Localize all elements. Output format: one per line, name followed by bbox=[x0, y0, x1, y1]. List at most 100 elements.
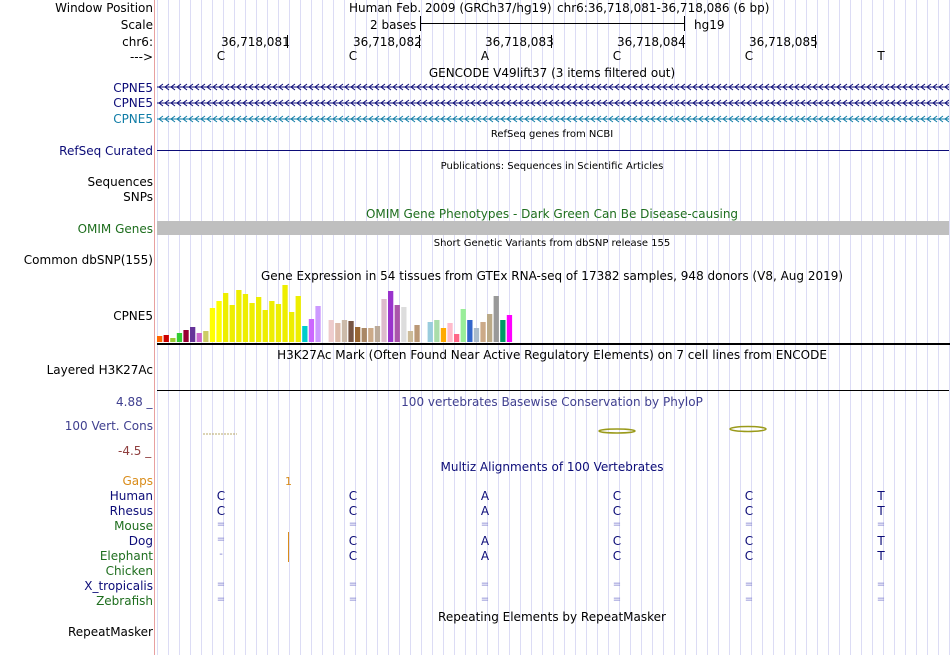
strand-chevron bbox=[716, 99, 722, 107]
h3k27ac-header[interactable]: H3K27Ac Mark (Often Found Near Active Re… bbox=[277, 348, 827, 362]
multiz-species-label[interactable]: Mouse bbox=[114, 519, 153, 533]
gtex-tissue-bar[interactable] bbox=[374, 326, 381, 342]
gtex-tissue-bar[interactable] bbox=[480, 322, 486, 342]
repeatmasker-header[interactable]: Repeating Elements by RepeatMasker bbox=[438, 610, 666, 624]
gtex-tissue-bar[interactable] bbox=[308, 319, 315, 342]
gtex-tissue-bar[interactable] bbox=[216, 301, 222, 342]
gtex-tissue-bar[interactable] bbox=[368, 328, 374, 342]
gtex-tissue-bar[interactable] bbox=[157, 336, 163, 342]
gtex-tissue-bar[interactable] bbox=[176, 333, 183, 342]
gtex-tissue-bar[interactable] bbox=[315, 306, 321, 342]
strand-chevron bbox=[230, 115, 236, 123]
gtex-header[interactable]: Gene Expression in 54 tissues from GTEx … bbox=[260, 269, 844, 283]
gtex-tissue-bar[interactable] bbox=[434, 320, 440, 342]
refseq-label[interactable]: RefSeq Curated bbox=[59, 144, 153, 158]
h3k27ac-label[interactable]: Layered H3K27Ac bbox=[46, 363, 153, 377]
gencode-gene-label-3[interactable]: CPNE5 bbox=[113, 112, 153, 126]
gtex-tissue-bar[interactable] bbox=[196, 333, 202, 342]
gtex-tissue-bar[interactable] bbox=[256, 297, 262, 342]
strand-chevron bbox=[404, 83, 410, 91]
strand-chevron bbox=[302, 115, 308, 123]
gtex-tissue-bar[interactable] bbox=[275, 304, 282, 342]
gtex-tissue-bar[interactable] bbox=[427, 322, 433, 342]
gtex-tissue-bar[interactable] bbox=[295, 296, 301, 342]
gtex-tissue-bar[interactable] bbox=[407, 331, 414, 342]
publications-header[interactable]: Publications: Sequences in Scientific Ar… bbox=[440, 161, 664, 172]
gtex-tissue-bar[interactable] bbox=[335, 323, 341, 342]
gtex-tissue-bar[interactable] bbox=[242, 294, 249, 342]
gencode-gene-track-1[interactable] bbox=[157, 82, 949, 92]
gtex-tissue-bar[interactable] bbox=[447, 323, 453, 342]
gtex-tissue-bar[interactable] bbox=[183, 330, 189, 342]
gtex-tissue-bar[interactable] bbox=[401, 307, 407, 342]
gtex-tissue-bar[interactable] bbox=[289, 312, 295, 342]
gtex-tissue-bar[interactable] bbox=[236, 290, 242, 342]
strand-chevron bbox=[746, 83, 752, 91]
gtex-gene-label[interactable]: CPNE5 bbox=[113, 309, 153, 323]
gtex-tissue-bar[interactable] bbox=[163, 335, 169, 342]
gtex-tissue-bar[interactable] bbox=[355, 327, 361, 342]
strand-chevron bbox=[338, 83, 344, 91]
gtex-tissue-bar[interactable] bbox=[302, 326, 308, 342]
gencode-gene-label-2[interactable]: CPNE5 bbox=[113, 96, 153, 110]
gtex-tissue-bar[interactable] bbox=[473, 328, 480, 342]
gtex-tissue-bar[interactable] bbox=[341, 320, 348, 342]
multiz-species-label[interactable]: Rhesus bbox=[109, 504, 153, 518]
gtex-tissue-bar[interactable] bbox=[229, 305, 235, 342]
gencode-gene-label-1[interactable]: CPNE5 bbox=[113, 81, 153, 95]
dbsnp-label[interactable]: Common dbSNP(155) bbox=[23, 253, 153, 267]
repeatmasker-label[interactable]: RepeatMasker bbox=[67, 625, 153, 639]
gtex-tissue-bar[interactable] bbox=[190, 327, 196, 342]
gtex-tissue-bar[interactable] bbox=[328, 320, 334, 342]
gtex-tissue-bar[interactable] bbox=[249, 303, 255, 342]
publications-sequences-label[interactable]: Sequences bbox=[87, 175, 153, 189]
gencode-gene-track-3[interactable] bbox=[157, 114, 949, 124]
strand-chevron bbox=[278, 99, 284, 107]
gtex-tissue-bar[interactable] bbox=[487, 314, 493, 342]
phylop-plot[interactable] bbox=[157, 418, 949, 438]
gencode-header[interactable]: GENCODE V49lift37 (3 items filtered out) bbox=[428, 66, 676, 80]
gtex-tissue-bar[interactable] bbox=[269, 301, 275, 342]
gtex-tissue-bar[interactable] bbox=[493, 296, 499, 342]
refseq-header[interactable]: RefSeq genes from NCBI bbox=[490, 129, 614, 140]
multiz-gaps-label[interactable]: Gaps bbox=[122, 474, 153, 488]
omim-phenotype-bar[interactable] bbox=[157, 221, 949, 235]
multiz-header[interactable]: Multiz Alignments of 100 Vertebrates bbox=[440, 460, 664, 474]
gtex-tissue-bar[interactable] bbox=[223, 293, 229, 342]
gtex-tissue-bar[interactable] bbox=[460, 309, 466, 342]
gtex-tissue-bar[interactable] bbox=[500, 320, 506, 342]
multiz-species-label[interactable]: Zebrafish bbox=[96, 594, 153, 608]
gtex-bar-chart[interactable] bbox=[157, 283, 949, 345]
multiz-species-label[interactable]: Chicken bbox=[105, 564, 153, 578]
gencode-gene-track-2[interactable] bbox=[157, 98, 949, 108]
phylop-label[interactable]: 100 Vert. Cons bbox=[64, 419, 153, 433]
gtex-tissue-bar[interactable] bbox=[467, 320, 473, 342]
phylop-header[interactable]: 100 vertebrates Basewise Conservation by… bbox=[401, 395, 703, 409]
multiz-species-label[interactable]: X_tropicalis bbox=[84, 579, 153, 593]
gtex-tissue-bar[interactable] bbox=[454, 334, 460, 342]
gtex-tissue-bar[interactable] bbox=[381, 299, 387, 342]
gtex-tissue-bar[interactable] bbox=[348, 321, 354, 342]
gtex-tissue-bar[interactable] bbox=[414, 325, 420, 342]
grid-line bbox=[883, 0, 884, 655]
gtex-tissue-bar[interactable] bbox=[440, 328, 447, 342]
gtex-tissue-bar[interactable] bbox=[170, 338, 176, 342]
gtex-tissue-bar[interactable] bbox=[361, 328, 367, 342]
omim-label[interactable]: OMIM Genes bbox=[77, 222, 153, 236]
gtex-tissue-bar[interactable] bbox=[388, 291, 394, 342]
gtex-tissue-bar[interactable] bbox=[394, 305, 400, 342]
publications-snps-label[interactable]: SNPs bbox=[123, 190, 153, 204]
omim-header[interactable]: OMIM Gene Phenotypes - Dark Green Can Be… bbox=[365, 207, 739, 221]
multiz-species-label[interactable]: Elephant bbox=[99, 549, 153, 563]
gtex-tissue-bar[interactable] bbox=[506, 315, 513, 342]
multiz-species-label[interactable]: Dog bbox=[128, 534, 153, 548]
gtex-tissue-bar[interactable] bbox=[209, 308, 216, 342]
dbsnp-header[interactable]: Short Genetic Variants from dbSNP releas… bbox=[433, 238, 671, 249]
strand-chevron bbox=[392, 115, 398, 123]
strand-chevron bbox=[716, 115, 722, 123]
multiz-species-label[interactable]: Human bbox=[109, 489, 153, 503]
gtex-tissue-bar[interactable] bbox=[203, 331, 209, 342]
gtex-tissue-bar[interactable] bbox=[262, 310, 268, 342]
refseq-gene-line[interactable] bbox=[157, 150, 949, 151]
gtex-tissue-bar[interactable] bbox=[282, 285, 288, 342]
